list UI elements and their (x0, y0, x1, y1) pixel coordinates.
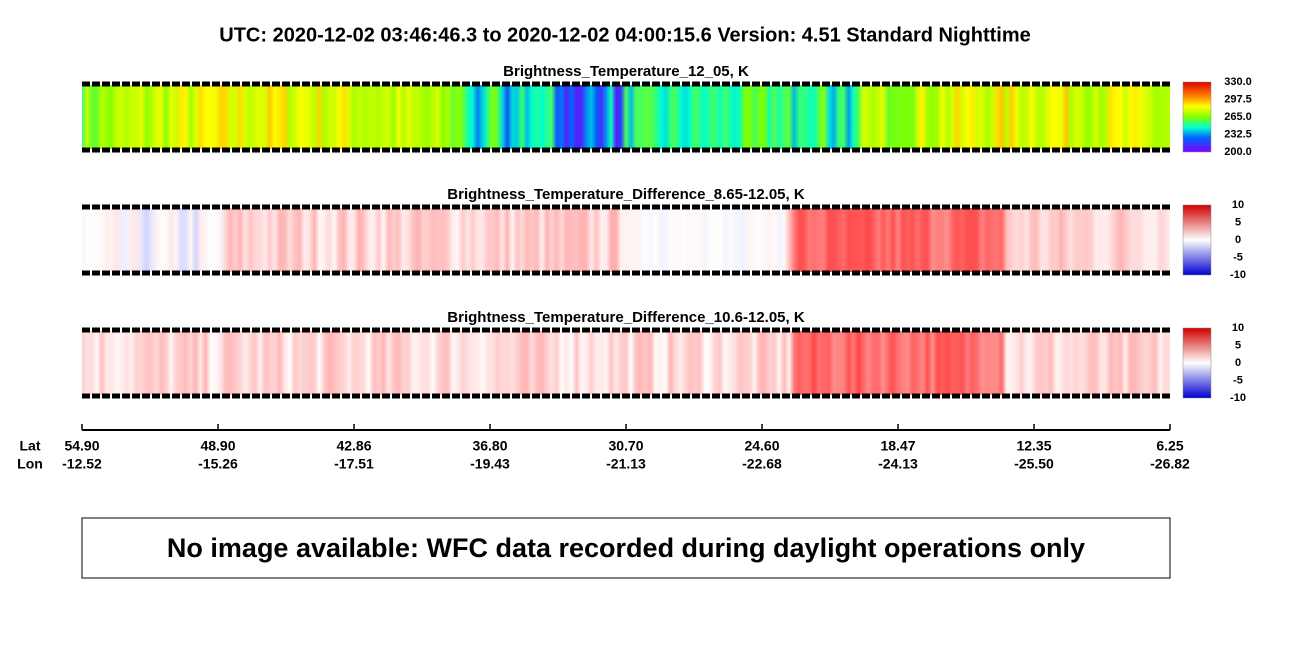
colorbar-label: 297.5 (1224, 93, 1252, 105)
colorbar-label: 0 (1235, 357, 1241, 369)
notice-box (81, 517, 1171, 579)
lat-tick-label: 6.25 (1156, 438, 1183, 454)
image-strip (82, 208, 1170, 272)
lat-tick-label: 42.86 (336, 438, 371, 454)
panel-title: Brightness_Temperature_Difference_8.65-1… (447, 186, 805, 203)
lat-tick-label: 36.80 (472, 438, 507, 454)
colorbar-label: 5 (1235, 216, 1241, 228)
colorbar-label: 200.0 (1224, 146, 1252, 158)
colorbar (1182, 204, 1212, 276)
lon-label: Lon (17, 456, 43, 472)
colorbar-label: 330.0 (1224, 76, 1252, 88)
lat-label: Lat (20, 438, 41, 454)
colorbar-label: 0 (1235, 234, 1241, 246)
image-strip (82, 331, 1170, 395)
panel-title: Brightness_Temperature_12_05, K (503, 63, 749, 80)
lon-tick-label: -19.43 (470, 456, 510, 472)
colorbar-label: -5 (1233, 251, 1243, 263)
lat-tick-label: 54.90 (64, 438, 99, 454)
colorbar-label: -5 (1233, 374, 1243, 386)
lat-tick-label: 12.35 (1016, 438, 1051, 454)
colorbar-label: 5 (1235, 339, 1241, 351)
colorbar-label: 265.0 (1224, 111, 1252, 123)
image-strip (82, 85, 1170, 149)
lon-tick-label: -15.26 (198, 456, 238, 472)
lat-tick-label: 24.60 (744, 438, 779, 454)
colorbar-label: -10 (1230, 392, 1246, 404)
lon-tick-label: -22.68 (742, 456, 782, 472)
panel-title: Brightness_Temperature_Difference_10.6-1… (447, 309, 805, 326)
lat-tick-label: 30.70 (608, 438, 643, 454)
colorbar-label: 10 (1232, 322, 1244, 334)
lon-tick-label: -25.50 (1014, 456, 1054, 472)
title: UTC: 2020-12-02 03:46:46.3 to 2020-12-02… (219, 24, 1030, 46)
colorbar-label: 10 (1232, 199, 1244, 211)
colorbar-label: 232.5 (1224, 128, 1252, 140)
colorbar (1182, 327, 1212, 399)
lon-tick-label: -17.51 (334, 456, 374, 472)
notice-text: No image available: WFC data recorded du… (167, 533, 1085, 563)
colorbar-label: -10 (1230, 269, 1246, 281)
lon-tick-label: -24.13 (878, 456, 918, 472)
lat-tick-label: 48.90 (200, 438, 235, 454)
lon-tick-label: -21.13 (606, 456, 646, 472)
lon-tick-label: -12.52 (62, 456, 102, 472)
colorbar (1182, 81, 1212, 153)
lon-tick-label: -26.82 (1150, 456, 1190, 472)
lat-tick-label: 18.47 (880, 438, 915, 454)
